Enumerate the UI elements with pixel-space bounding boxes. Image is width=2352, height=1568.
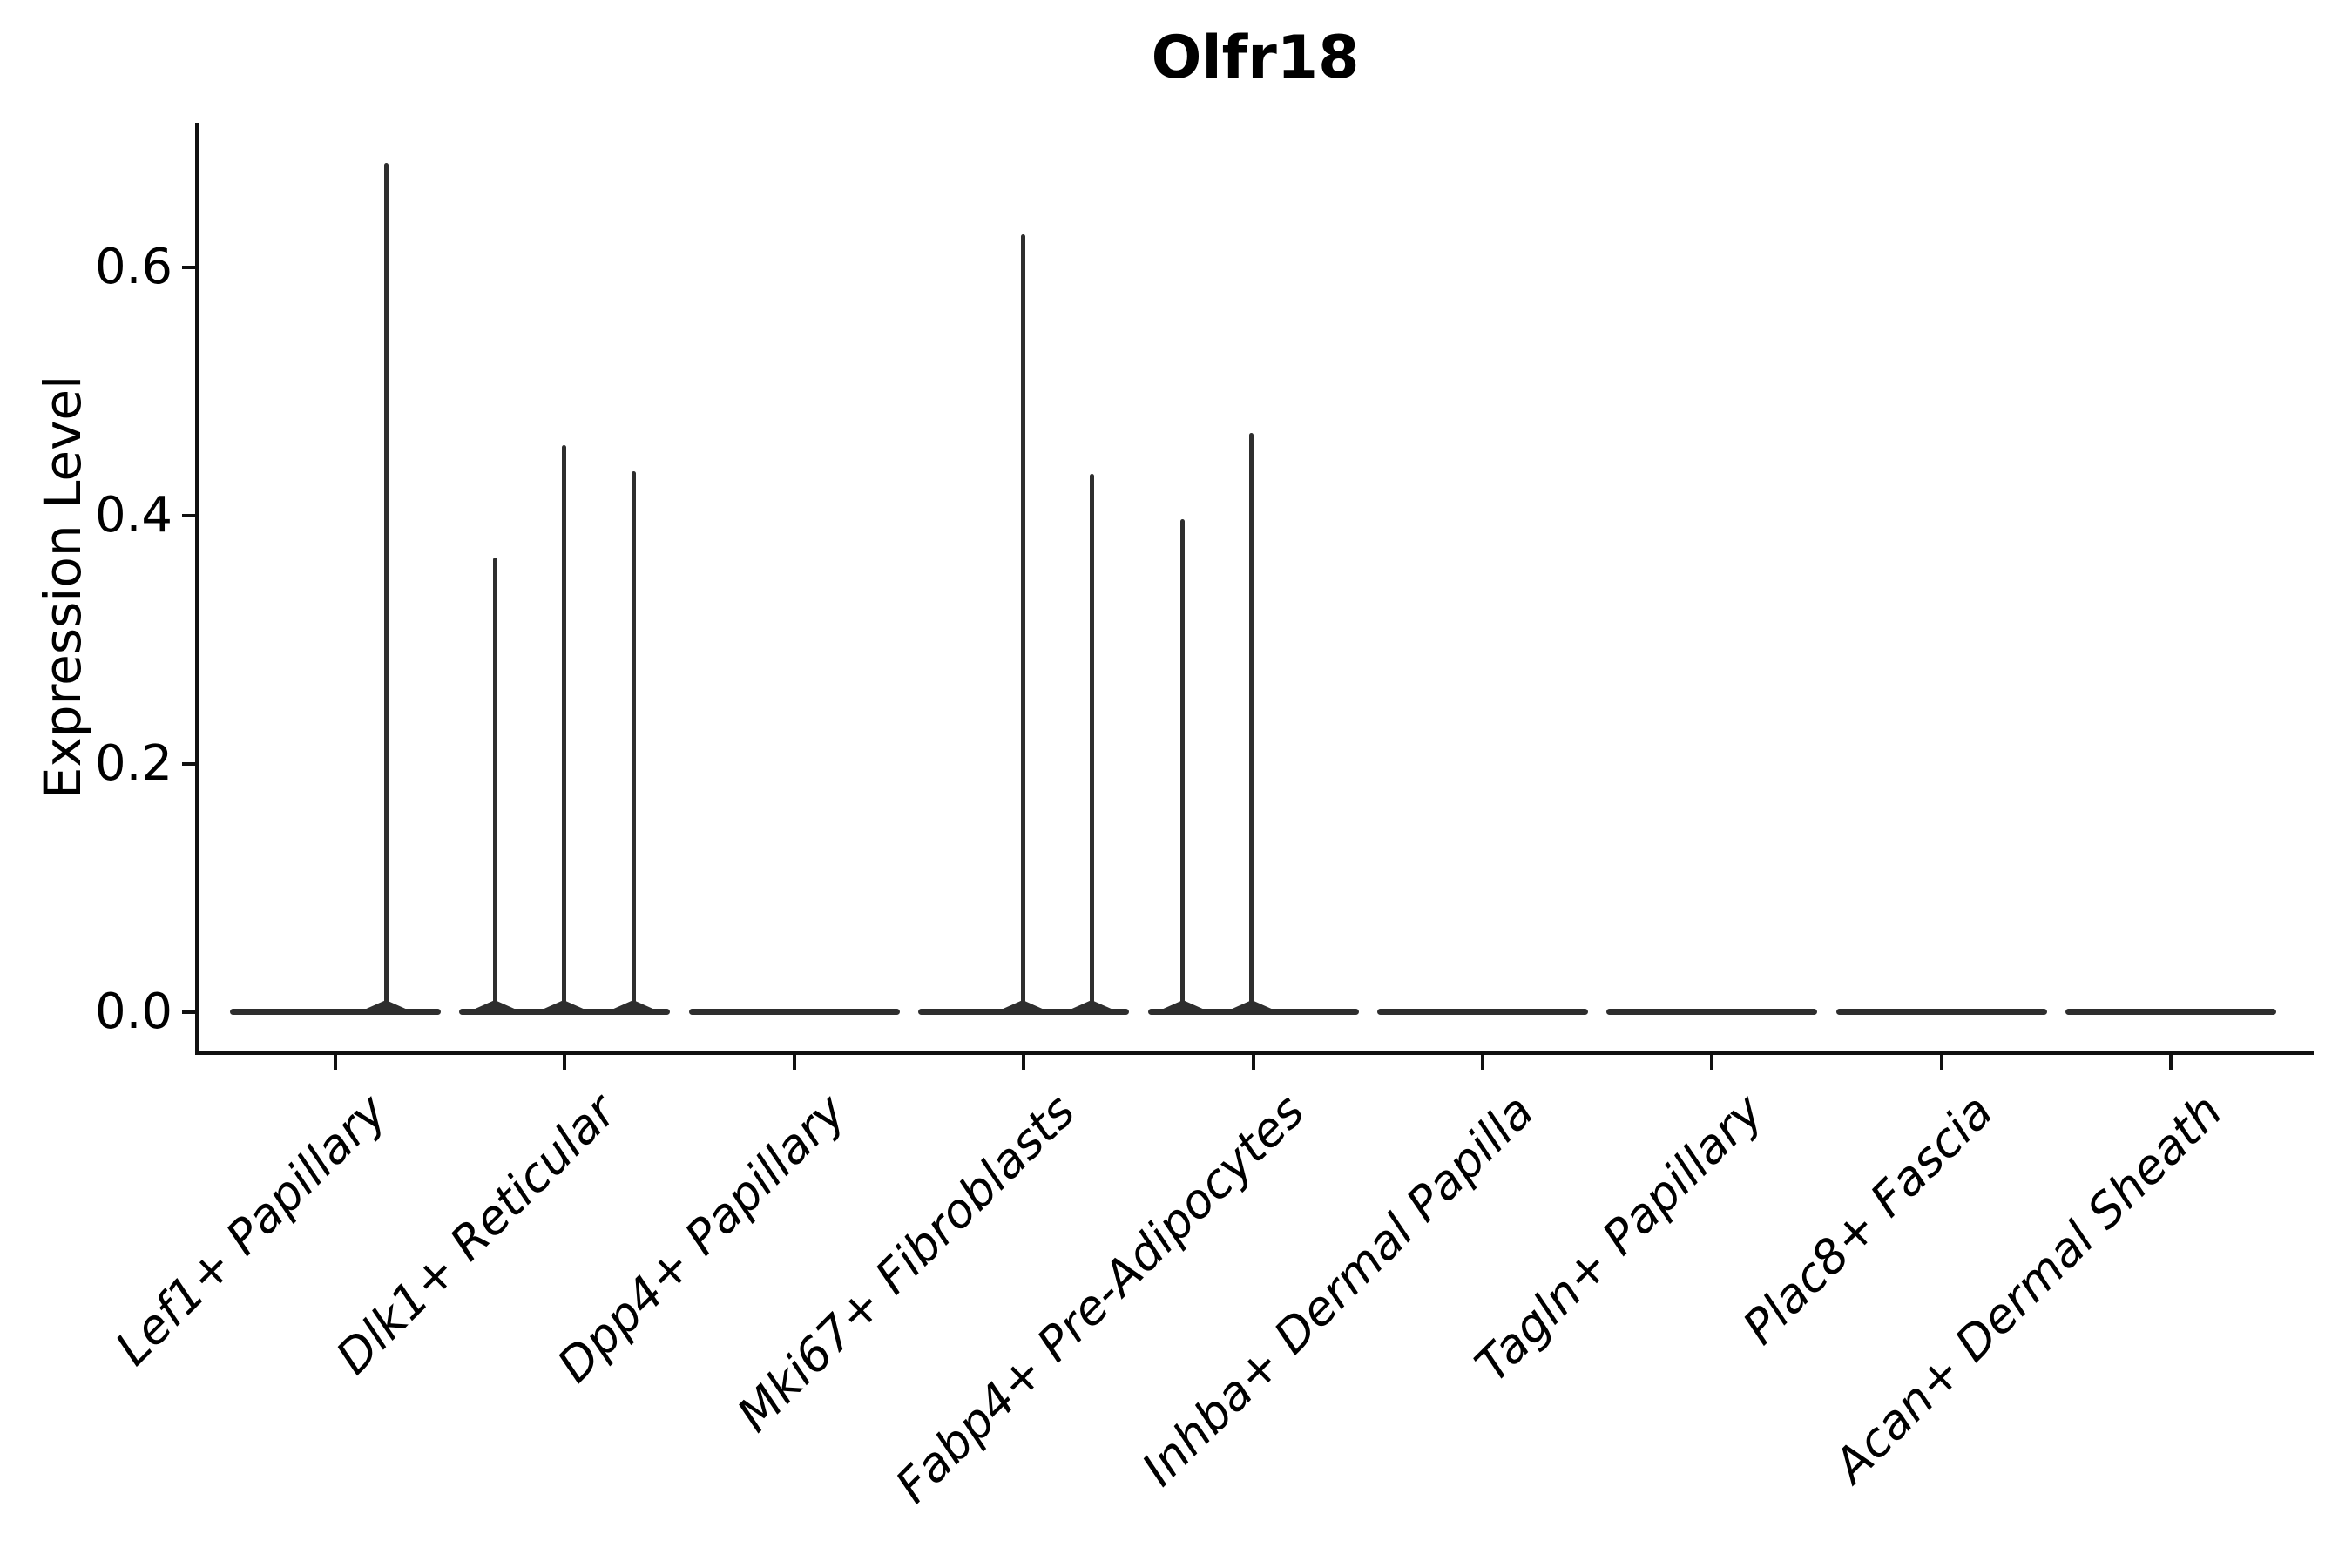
violin-baseline (230, 1009, 441, 1015)
x-tick-mark (563, 1055, 567, 1070)
violin-baseline (459, 1009, 671, 1015)
y-tick-mark (182, 266, 196, 269)
violin-spike (383, 163, 389, 1010)
x-tick-mark (1251, 1055, 1255, 1070)
y-tick-label: 0.2 (94, 735, 172, 792)
y-tick-label: 0.4 (94, 487, 172, 544)
violin-baseline (1606, 1009, 1818, 1015)
x-tick-label: Fabp4+ Pre-Adipocytes (884, 1084, 1315, 1514)
violin-spike (631, 470, 636, 1010)
violin-baseline (688, 1009, 900, 1015)
x-tick-mark (1022, 1055, 1026, 1070)
violin-spike (1180, 519, 1186, 1010)
x-axis-spine (195, 1051, 2314, 1055)
violin-baseline (1377, 1009, 1588, 1015)
x-tick-mark (792, 1055, 796, 1070)
x-tick-mark (1710, 1055, 1714, 1070)
violin-spike (1249, 432, 1254, 1010)
violin-spike (561, 444, 566, 1010)
violin-baseline (2065, 1009, 2277, 1015)
y-tick-mark (182, 1010, 196, 1014)
x-tick-mark (1939, 1055, 1943, 1070)
violin-spike (1089, 473, 1094, 1010)
violin-spike (1020, 233, 1025, 1010)
chart-title: Olfr18 (1151, 24, 1360, 92)
violin-baseline (1147, 1009, 1359, 1015)
x-tick-mark (334, 1055, 337, 1070)
x-tick-label: Inhba+ Dermal Papilla (1131, 1084, 1544, 1497)
x-tick-mark (1481, 1055, 1484, 1070)
violin-spike (492, 558, 497, 1010)
y-tick-mark (182, 762, 196, 766)
y-tick-label: 0.0 (94, 983, 172, 1040)
y-tick-mark (182, 514, 196, 517)
violin-baseline (918, 1009, 1130, 1015)
x-tick-label: Acan+ Dermal Sheath (1822, 1084, 2233, 1493)
violin-baseline (1835, 1009, 2047, 1015)
y-tick-label: 0.6 (94, 239, 172, 295)
x-tick-mark (2169, 1055, 2173, 1070)
y-axis-spine (195, 123, 199, 1055)
